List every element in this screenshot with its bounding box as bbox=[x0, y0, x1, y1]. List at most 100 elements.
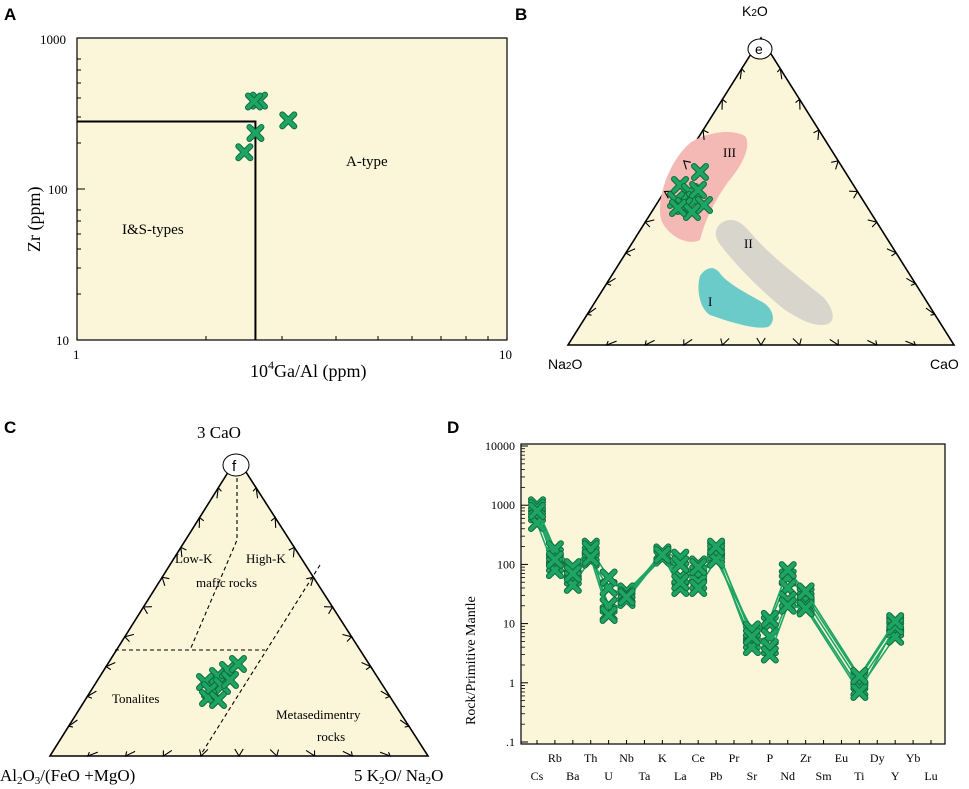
a-ytick-10: 10 bbox=[56, 333, 69, 348]
c-ticks-0-1 bbox=[252, 486, 259, 499]
c-ticks-0-9 bbox=[399, 719, 411, 728]
b-ticks-1-9 bbox=[605, 340, 617, 346]
b-apex-marker bbox=[747, 38, 773, 60]
panel-a-plot-area bbox=[76, 37, 508, 341]
d-xlabel-Dy: Dy bbox=[870, 751, 885, 765]
b-label-I: I bbox=[708, 294, 712, 309]
d-xlabel-K: K bbox=[658, 751, 667, 765]
panel-b-label: B bbox=[515, 5, 527, 24]
b-ticks-0-6 bbox=[867, 219, 878, 228]
b-ticks-2-4 bbox=[644, 219, 655, 228]
c-ticks-1-2 bbox=[342, 750, 354, 758]
c-ticks-1-1 bbox=[379, 751, 392, 757]
c-label-mafic: mafic rocks bbox=[196, 575, 257, 590]
b-ticks-0-7 bbox=[886, 248, 898, 257]
b-field-II bbox=[715, 219, 833, 325]
a-xlabel-exp: 4 bbox=[268, 358, 274, 372]
d-point-s5-Th bbox=[585, 552, 597, 564]
c-apex-right: 5 K2O/ Na2O bbox=[354, 766, 443, 787]
d-xlabel-Sm: Sm bbox=[816, 769, 833, 783]
c-label-lowk: Low-K bbox=[175, 551, 213, 566]
d-ytick-label-2: 10 bbox=[503, 617, 515, 631]
d-xlabel-Ce: Ce bbox=[692, 751, 705, 765]
b-ticks-0-3 bbox=[813, 129, 820, 140]
c-ticks-2-6 bbox=[161, 576, 170, 586]
panel-d-label: D bbox=[447, 418, 459, 437]
b-triangle bbox=[566, 36, 956, 346]
d-ytick-label-4: 1000 bbox=[491, 498, 515, 512]
d-xlabel-Zr: Zr bbox=[800, 751, 811, 765]
b-ticks-1-6 bbox=[720, 338, 730, 347]
a-ytick-100: 100 bbox=[48, 182, 68, 197]
c-left-al: Al bbox=[0, 766, 17, 785]
d-point-s4-Ce bbox=[692, 582, 704, 594]
d-ytick-label-0: .1 bbox=[506, 735, 515, 749]
d-ytick-label-5: 10000 bbox=[485, 439, 515, 453]
b-point-8 bbox=[672, 202, 684, 214]
d-xlabel-Ta: Ta bbox=[639, 769, 651, 783]
c-apex-top: 3 CaO bbox=[197, 423, 241, 442]
d-point-s5-U bbox=[603, 609, 615, 621]
c-ticks-2-2 bbox=[86, 690, 97, 699]
c-ticks-0-7 bbox=[361, 661, 372, 671]
d-series bbox=[531, 499, 901, 698]
d-xlabel-Yb: Yb bbox=[906, 751, 921, 765]
panel-a-label: A bbox=[4, 5, 16, 24]
b-ticks-0-5 bbox=[849, 190, 859, 199]
b-field-I bbox=[698, 268, 773, 328]
d-xlabel-Rb: Rb bbox=[548, 751, 562, 765]
c-apex-marker bbox=[222, 453, 250, 477]
a-point-3 bbox=[248, 95, 260, 107]
c-ticks-0-5 bbox=[323, 606, 334, 615]
d-ytick-label-3: 100 bbox=[497, 557, 515, 571]
d-point-s4-Nd bbox=[782, 600, 794, 612]
a-ytick-1000: 1000 bbox=[40, 32, 66, 47]
d-xlabel-Eu: Eu bbox=[835, 751, 848, 765]
b-point-7 bbox=[686, 206, 698, 218]
panel-b: B III II I e K2O Na2O CaO bbox=[515, 3, 959, 372]
panel-a-ticks bbox=[77, 37, 489, 341]
b-ticks-2-1 bbox=[585, 307, 597, 316]
b-left-na: Na bbox=[548, 356, 566, 372]
b-apex-left: Na2O bbox=[548, 356, 582, 372]
c-ticks-2-4 bbox=[123, 633, 135, 642]
b-ticks-1-7 bbox=[683, 338, 693, 347]
d-point-s5-Zr bbox=[800, 585, 812, 597]
c-right-na: O/ Na bbox=[385, 766, 427, 785]
c-boundary-lowk bbox=[189, 478, 238, 651]
d-point-s5-P bbox=[764, 613, 776, 625]
d-point-s5-Cs bbox=[531, 505, 543, 517]
c-label-tonalites: Tonalites bbox=[112, 691, 159, 706]
d-xlabel-Ba: Ba bbox=[566, 769, 580, 783]
b-ticks-0-2 bbox=[795, 98, 801, 110]
c-right-o: O bbox=[431, 766, 443, 785]
a-region-a: A-type bbox=[346, 154, 388, 170]
d-xlabel-Lu: Lu bbox=[924, 769, 937, 783]
d-point-s5-Pb bbox=[710, 541, 722, 553]
c-triangle bbox=[48, 456, 430, 757]
b-ticks-0-8 bbox=[906, 277, 917, 286]
b-ticks-0-1 bbox=[776, 67, 783, 80]
d-xlabel-Cs: Cs bbox=[531, 769, 544, 783]
b-ticks-1-1 bbox=[905, 340, 917, 346]
c-left-sub2: 3 bbox=[35, 775, 41, 787]
d-point-s5-Nd bbox=[782, 564, 794, 576]
d-xlabel-Y: Y bbox=[891, 769, 900, 783]
a-ylabel: Zr (ppm) bbox=[24, 187, 45, 252]
b-apex-right: CaO bbox=[930, 356, 959, 372]
b-ticks-2-2 bbox=[605, 277, 616, 286]
b-ticks-1-2 bbox=[867, 339, 878, 346]
b-ticks-2-6 bbox=[683, 160, 691, 170]
c-field-boundaries bbox=[115, 478, 321, 757]
d-series-line-s5 bbox=[536, 510, 896, 678]
c-label-meta1: Metasedimentry bbox=[276, 707, 361, 722]
c-ticks-1-7 bbox=[162, 749, 173, 758]
d-point-s5-Y bbox=[889, 615, 901, 627]
c-left-sub1: 2 bbox=[17, 775, 23, 787]
b-ticks-2-3 bbox=[624, 248, 636, 257]
b-apex-top: K2O bbox=[742, 3, 768, 19]
c-left-rest: /(FeO +MgO) bbox=[40, 766, 135, 785]
d-point-s5-Nb bbox=[621, 591, 633, 603]
c-right-sub2: 2 bbox=[426, 775, 432, 787]
b-ticks-1-3 bbox=[829, 338, 839, 347]
